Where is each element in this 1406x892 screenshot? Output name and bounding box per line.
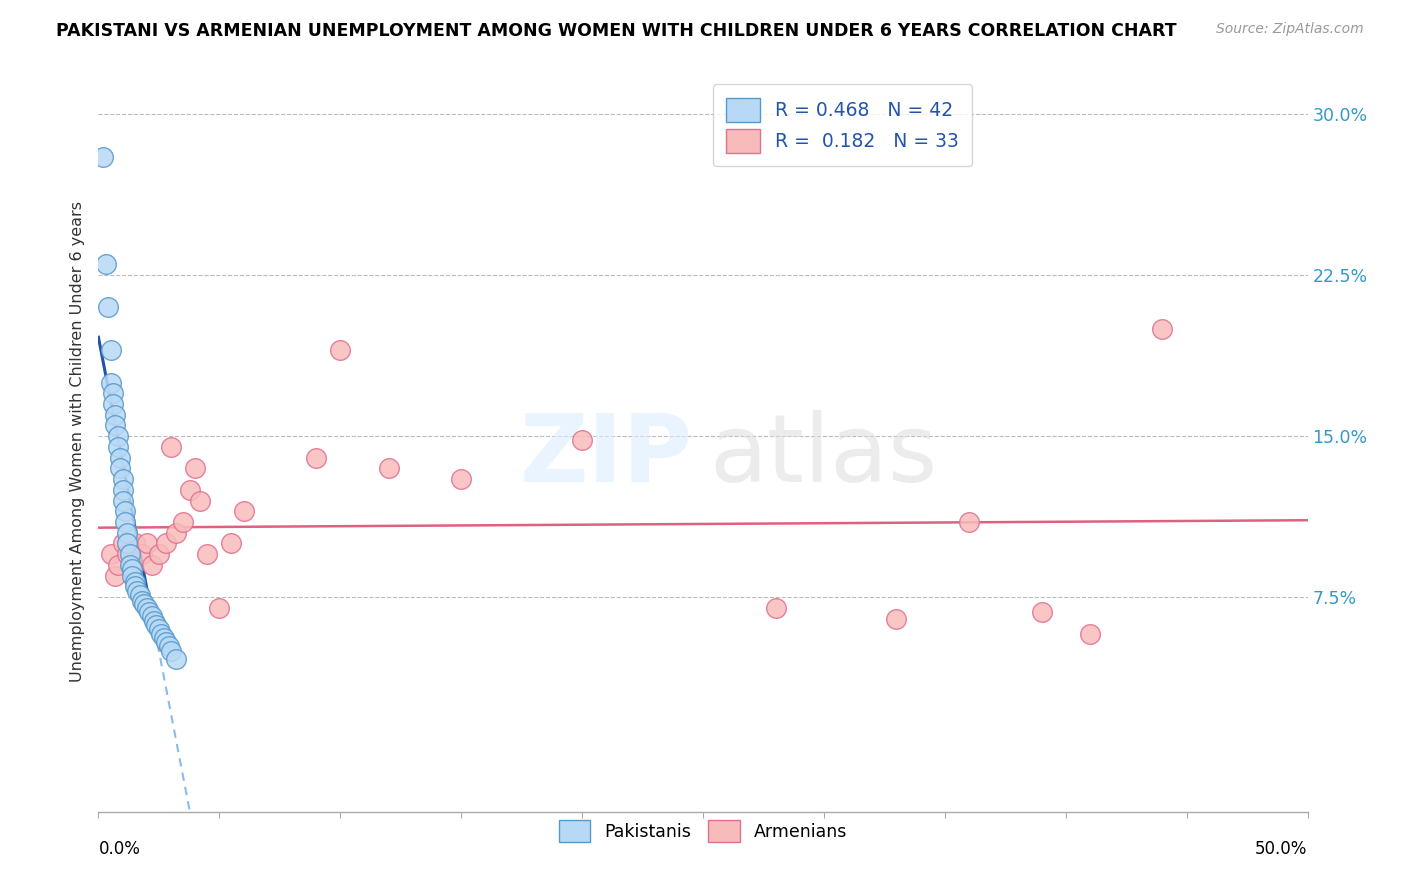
Text: Source: ZipAtlas.com: Source: ZipAtlas.com xyxy=(1216,22,1364,37)
Point xyxy=(111,493,134,508)
Point xyxy=(108,450,131,465)
Point xyxy=(145,618,167,632)
Point xyxy=(128,588,150,602)
Point xyxy=(305,450,328,465)
Point xyxy=(172,515,194,529)
Point xyxy=(165,525,187,540)
Point xyxy=(94,258,117,272)
Point xyxy=(104,418,127,433)
Point xyxy=(221,536,243,550)
Point xyxy=(124,579,146,593)
Point xyxy=(100,343,122,358)
Point xyxy=(135,536,157,550)
Point xyxy=(91,150,114,164)
Point xyxy=(104,408,127,422)
Point xyxy=(1078,626,1101,640)
Text: 50.0%: 50.0% xyxy=(1256,839,1308,857)
Point xyxy=(97,301,120,315)
Point xyxy=(571,434,593,448)
Point xyxy=(155,635,177,649)
Point xyxy=(141,558,163,572)
Point xyxy=(135,600,157,615)
Point xyxy=(121,562,143,576)
Point xyxy=(765,600,787,615)
Point xyxy=(1031,605,1053,619)
Point xyxy=(100,547,122,561)
Point xyxy=(117,525,139,540)
Text: PAKISTANI VS ARMENIAN UNEMPLOYMENT AMONG WOMEN WITH CHILDREN UNDER 6 YEARS CORRE: PAKISTANI VS ARMENIAN UNEMPLOYMENT AMONG… xyxy=(56,22,1177,40)
Point xyxy=(107,558,129,572)
Point xyxy=(195,547,218,561)
Point xyxy=(208,600,231,615)
Point xyxy=(957,515,980,529)
Point xyxy=(124,575,146,590)
Point xyxy=(184,461,207,475)
Text: 0.0%: 0.0% xyxy=(98,839,141,857)
Point xyxy=(131,594,153,608)
Point xyxy=(117,547,139,561)
Point xyxy=(131,547,153,561)
Text: atlas: atlas xyxy=(710,410,938,502)
Point xyxy=(101,397,124,411)
Point xyxy=(165,652,187,666)
Point xyxy=(101,386,124,401)
Point xyxy=(111,536,134,550)
Point xyxy=(232,504,254,518)
Point xyxy=(124,536,146,550)
Point xyxy=(160,644,183,658)
Point xyxy=(104,568,127,582)
Point xyxy=(114,515,136,529)
Point xyxy=(118,547,141,561)
Point xyxy=(377,461,399,475)
Point xyxy=(100,376,122,390)
Point xyxy=(329,343,352,358)
Point xyxy=(111,472,134,486)
Text: ZIP: ZIP xyxy=(520,410,693,502)
Point xyxy=(108,461,131,475)
Point xyxy=(121,562,143,576)
Y-axis label: Unemployment Among Women with Children Under 6 years: Unemployment Among Women with Children U… xyxy=(69,201,84,682)
Point xyxy=(117,536,139,550)
Point xyxy=(141,609,163,624)
Point xyxy=(160,440,183,454)
Point xyxy=(150,626,173,640)
Point xyxy=(1152,322,1174,336)
Point xyxy=(107,440,129,454)
Point xyxy=(188,493,211,508)
Point xyxy=(143,614,166,628)
Point xyxy=(148,547,170,561)
Point xyxy=(134,597,156,611)
Point xyxy=(118,558,141,572)
Legend: Pakistanis, Armenians: Pakistanis, Armenians xyxy=(550,812,856,851)
Point xyxy=(138,605,160,619)
Point xyxy=(152,631,174,645)
Point xyxy=(121,568,143,582)
Point xyxy=(157,640,180,654)
Point xyxy=(155,536,177,550)
Point xyxy=(107,429,129,443)
Point xyxy=(148,623,170,637)
Point xyxy=(450,472,472,486)
Point xyxy=(886,611,908,625)
Point xyxy=(114,504,136,518)
Point xyxy=(111,483,134,497)
Point xyxy=(179,483,201,497)
Point xyxy=(127,583,149,598)
